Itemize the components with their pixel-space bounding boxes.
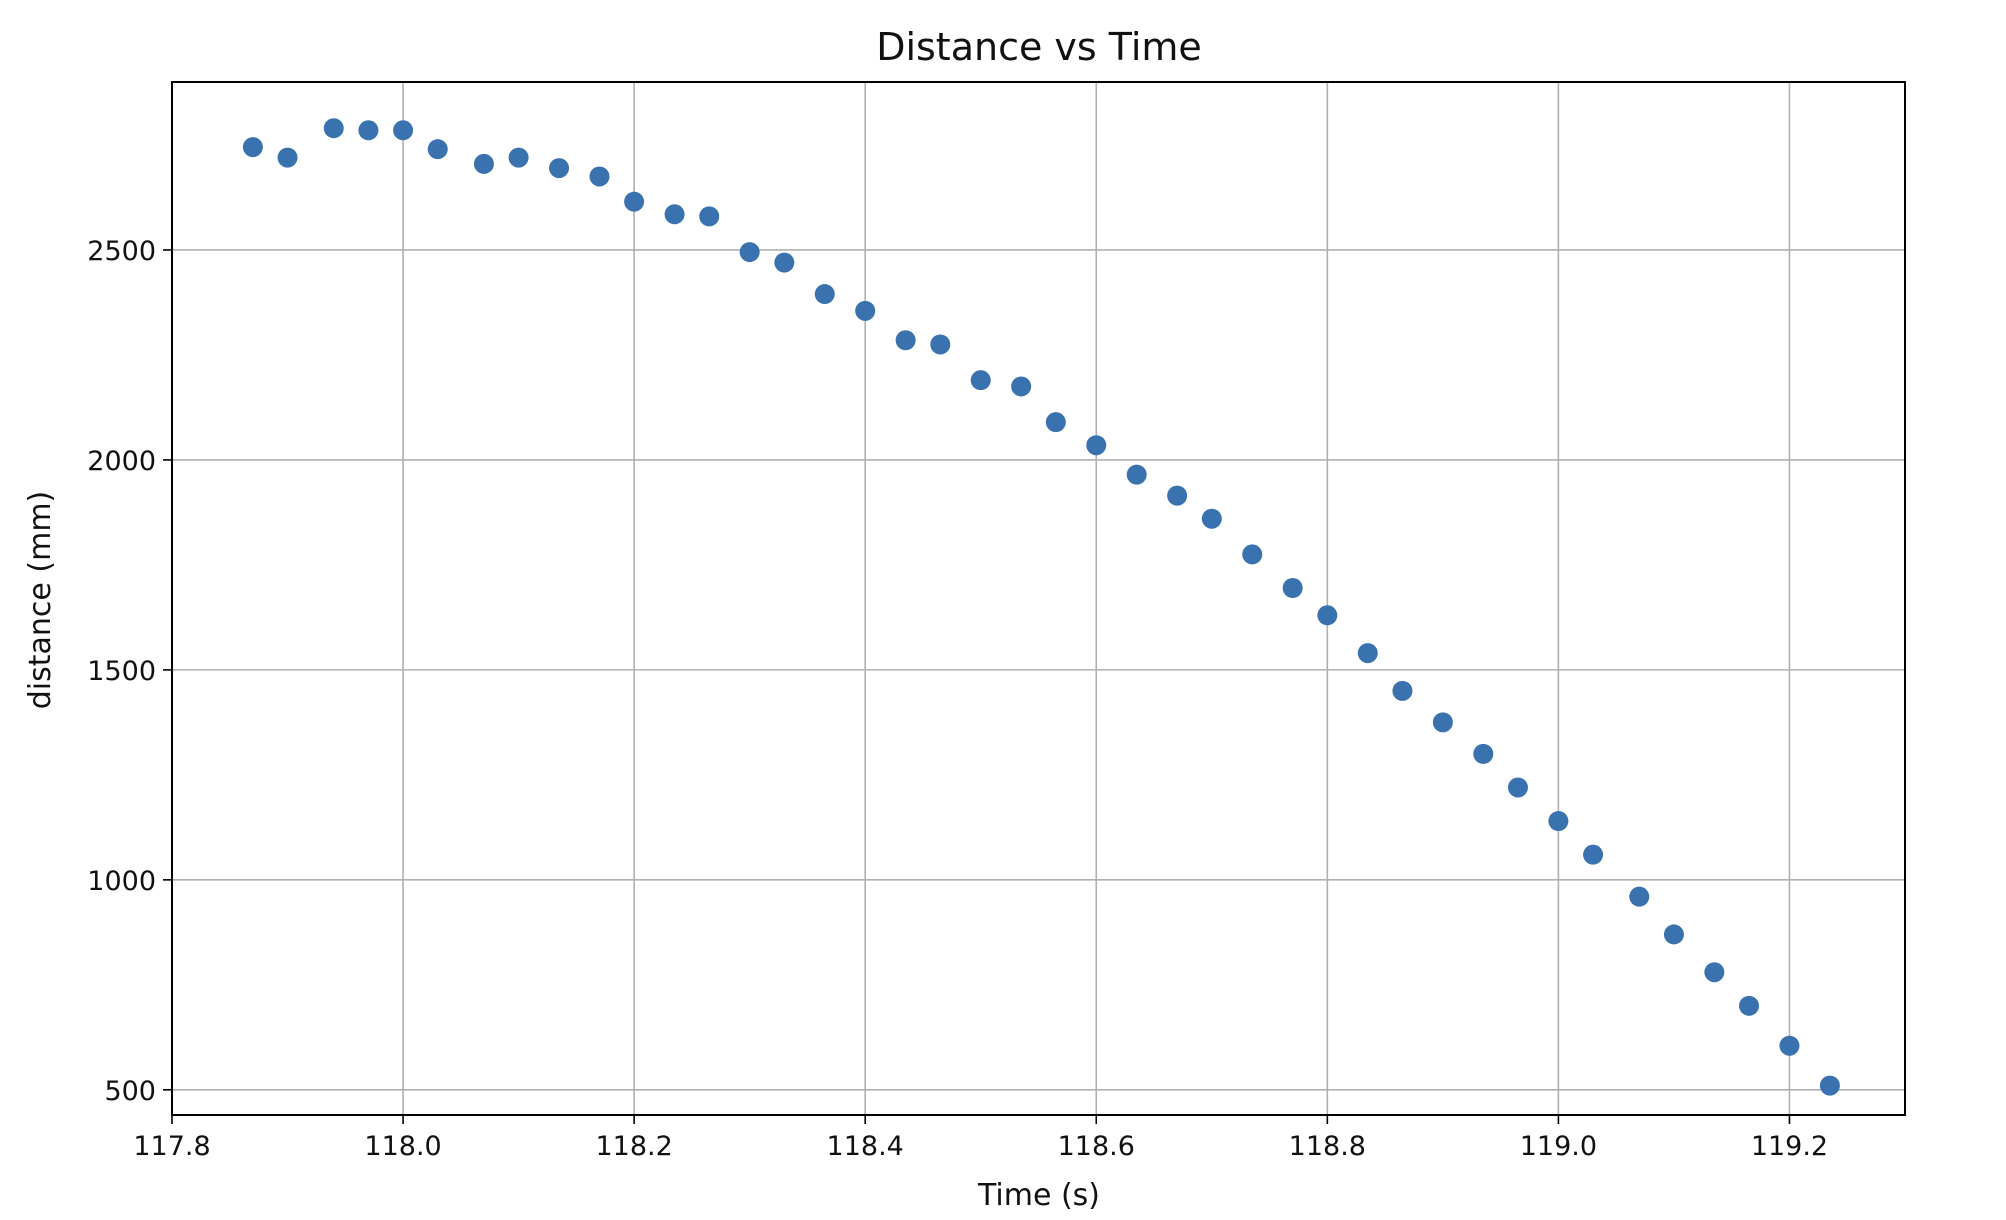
x-tick-label: 118.0: [364, 1131, 441, 1162]
data-point: [930, 334, 951, 355]
data-point: [895, 330, 916, 351]
data-point: [242, 137, 263, 158]
data-point: [970, 370, 991, 391]
data-point: [549, 158, 570, 179]
x-tick-label: 119.2: [1751, 1131, 1828, 1162]
data-point: [427, 139, 448, 160]
data-point: [1126, 464, 1147, 485]
axis-ticks: 117.8 118.0 118.2 118.4 118.6 118.8 119.0 119.2…: [87, 236, 1828, 1162]
data-point: [1167, 485, 1188, 506]
data-point: [1704, 962, 1725, 983]
data-point: [1086, 435, 1107, 456]
data-point: [1548, 811, 1569, 832]
data-point: [1507, 777, 1528, 798]
data-point: [774, 252, 795, 273]
data-point: [473, 153, 494, 174]
data-point: [1282, 578, 1303, 599]
data-point: [1011, 376, 1032, 397]
data-point: [277, 147, 298, 168]
data-point: [739, 242, 760, 263]
data-point: [624, 191, 645, 212]
data-point: [1242, 544, 1263, 565]
data-point: [1663, 924, 1684, 945]
x-axis-label: Time (s): [977, 1178, 1100, 1213]
x-tick-label: 117.8: [133, 1131, 210, 1162]
y-tick-label: 2500: [87, 236, 156, 267]
y-tick-label: 1000: [87, 866, 156, 897]
data-point: [358, 120, 379, 141]
data-point: [1819, 1075, 1840, 1096]
data-point: [664, 204, 685, 225]
y-tick-label: 2000: [87, 446, 156, 477]
data-point: [508, 147, 529, 168]
data-point: [1317, 605, 1338, 626]
data-points: [242, 118, 1840, 1096]
data-point: [393, 120, 414, 141]
data-point: [1392, 680, 1413, 701]
y-axis-label: distance (mm): [23, 491, 58, 710]
data-point: [1473, 743, 1494, 764]
x-tick-label: 118.4: [827, 1131, 904, 1162]
chart-title: Distance vs Time: [876, 25, 1202, 69]
grid-lines: [171, 82, 1905, 1115]
x-tick-label: 118.2: [595, 1131, 672, 1162]
plot-frame: [171, 81, 1906, 1116]
x-tick-label: 118.6: [1058, 1131, 1135, 1162]
y-tick-label: 500: [104, 1076, 156, 1107]
data-point: [1629, 886, 1650, 907]
y-tick-label: 1500: [87, 656, 156, 687]
data-point: [1045, 412, 1066, 433]
data-point: [323, 118, 344, 139]
x-tick-label: 119.0: [1520, 1131, 1597, 1162]
x-tick-label: 118.8: [1289, 1131, 1366, 1162]
data-point: [1583, 844, 1604, 865]
data-point: [1739, 995, 1760, 1016]
data-point: [1357, 643, 1378, 664]
data-point: [1779, 1035, 1800, 1056]
data-point: [855, 300, 876, 321]
data-point: [814, 284, 835, 305]
data-point: [1432, 712, 1453, 733]
data-point: [589, 166, 610, 187]
data-point: [1201, 508, 1222, 529]
data-point: [699, 206, 720, 227]
